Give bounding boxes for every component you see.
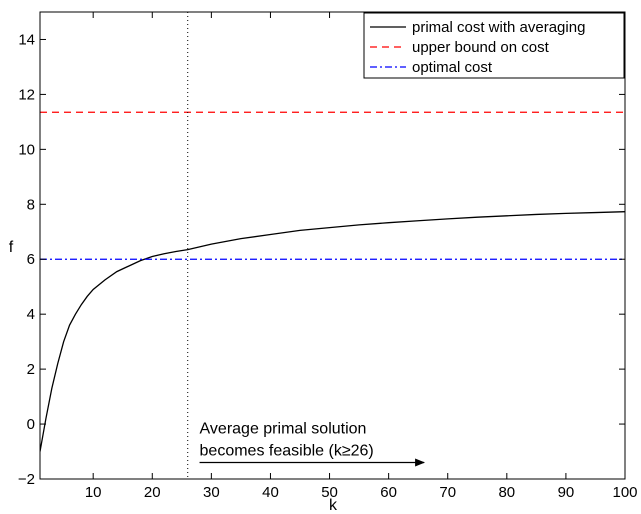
tick-layer: 10 20 30 40 50 60 70 80 90 100 −2 0 2 4 6 8 10 12 14: [18, 12, 638, 501]
legend-label-2: upper bound on cost: [412, 39, 550, 56]
y-tick-label: 4: [27, 306, 35, 323]
x-tick-label: 80: [498, 484, 515, 501]
y-tick-label: 12: [18, 86, 35, 103]
y-tick-label: 2: [27, 361, 35, 378]
annotation-line-1: Average primal solution: [200, 421, 367, 438]
plot-frame: [39, 11, 626, 480]
annotation-layer: Average primal solution becomes feasible …: [199, 421, 426, 467]
legend-label-1: primal cost with averaging: [412, 19, 585, 36]
x-tick-label: 20: [144, 484, 161, 501]
x-tick-label: 50: [321, 484, 338, 501]
legend-label-3: optimal cost: [412, 59, 493, 76]
y-tick-label: 14: [18, 31, 35, 48]
x-tick-label: 60: [380, 484, 397, 501]
annotation-line-2: becomes feasible (k≥26): [200, 443, 374, 460]
x-tick-label: 100: [612, 484, 637, 501]
x-tick-label: 10: [85, 484, 102, 501]
y-tick-label: −2: [18, 471, 35, 488]
x-tick-label: 30: [203, 484, 220, 501]
legend: primal cost with averaging upper bound on…: [363, 12, 625, 79]
x-axis-label: k: [329, 497, 338, 514]
legend-box: [363, 12, 625, 79]
y-tick-label: 0: [27, 416, 35, 433]
x-tick-label: 90: [558, 484, 575, 501]
series-line-1: [40, 211, 625, 452]
y-tick-label: 6: [27, 251, 35, 268]
y-axis-label: f: [9, 239, 14, 256]
y-tick-label: 10: [18, 141, 35, 158]
y-tick-label: 8: [27, 196, 35, 213]
x-tick-label: 40: [262, 484, 279, 501]
series-layer: [40, 111, 625, 452]
x-tick-label: 70: [439, 484, 456, 501]
